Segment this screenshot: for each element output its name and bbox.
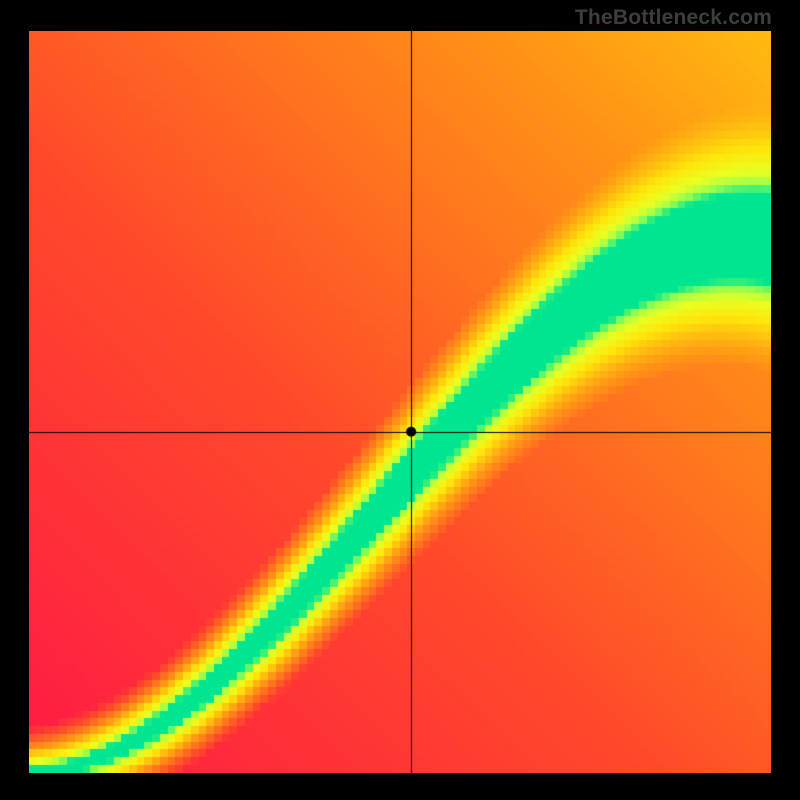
heatmap-chart — [29, 31, 771, 773]
watermark-text: TheBottleneck.com — [575, 6, 772, 30]
heatmap-canvas — [29, 31, 771, 773]
